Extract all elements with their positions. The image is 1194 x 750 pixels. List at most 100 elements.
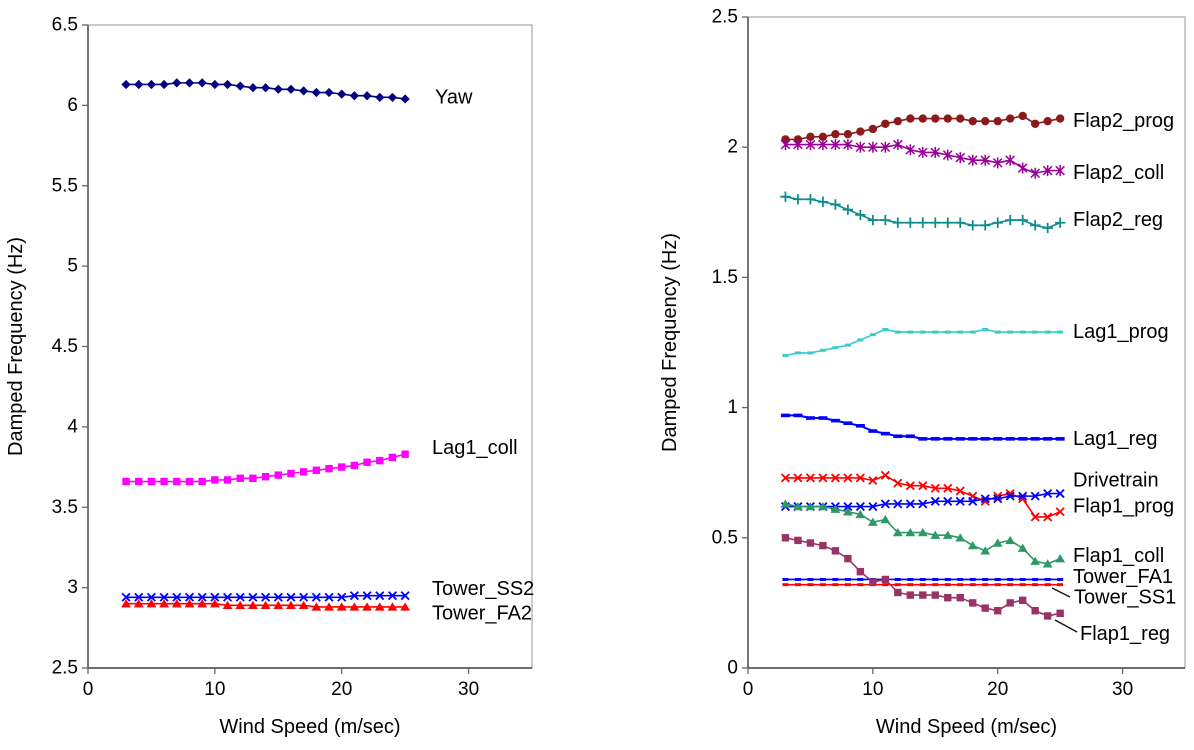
series-Tower_SS1-marker	[1007, 583, 1014, 587]
series-Drivetrain-marker	[1043, 512, 1053, 522]
series-Flap1_coll-marker	[892, 527, 903, 537]
series-Tower_FA2-marker	[374, 602, 385, 611]
series-Lag1_prog-marker	[957, 330, 964, 334]
series-Flap1_prog-marker	[918, 499, 928, 509]
series-line-Flap1_reg	[785, 537, 1061, 617]
series-Flap2_reg-marker	[867, 214, 879, 226]
series-Flap2_reg-marker	[1042, 222, 1053, 234]
series-Lag1_prog-marker	[919, 330, 926, 334]
series-Flap2_coll-marker	[967, 154, 978, 166]
series-Flap1_coll-marker	[1055, 554, 1066, 563]
series-Flap2_prog-marker	[1055, 114, 1065, 123]
series-Yaw-marker	[273, 84, 283, 94]
series-Flap1_prog-marker	[1055, 488, 1065, 499]
y-tick-label: 3.5	[52, 497, 78, 518]
series-Flap2_prog-marker	[1018, 111, 1027, 121]
left-chart-figure: 2.5 3 3.5 4 4.5 5 5.5 6 6.5 0 10 20 30 Damped Frequen…	[5, 15, 534, 739]
series-Flap2_coll-marker	[1005, 154, 1016, 166]
series-Yaw-marker	[172, 78, 182, 88]
series-Flap1_coll-marker	[1030, 556, 1041, 565]
series-Tower_FA2-marker	[133, 599, 144, 608]
left-damped-frequency-chart: 2.5 3 3.5 4 4.5 5 5.5 6 6.5 0 10 20 30 Damped Frequen…	[5, 15, 534, 739]
x-tick-label: 30	[458, 679, 479, 700]
x-tick-label: 20	[331, 679, 352, 700]
series-Flap2_coll-marker	[880, 141, 891, 153]
series-Flap2_prog-marker	[1043, 116, 1052, 126]
series-Tower_SS1-marker	[932, 583, 939, 587]
series-Flap2_reg-marker	[967, 220, 978, 231]
series-Flap2_reg-marker	[880, 214, 891, 226]
y-tick-label: 2	[727, 137, 738, 158]
series-Tower_SS2-marker	[172, 592, 182, 602]
series-Flap2_coll-marker	[980, 154, 991, 166]
series-Tower_FA2-marker	[362, 602, 372, 611]
series-Tower_SS1-marker	[919, 583, 926, 587]
series-Flap2_coll-marker	[892, 139, 903, 151]
series-Drivetrain-marker	[880, 470, 890, 480]
y-tick-label: 1	[727, 397, 738, 418]
y-tick-label: 2.5	[712, 7, 738, 28]
series-Tower_FA1-marker	[1019, 577, 1026, 581]
series-Tower_SS1-marker	[982, 583, 989, 587]
series-Flap2_coll-marker	[942, 149, 953, 161]
series-Lag1_prog-marker	[1032, 330, 1039, 334]
series-Tower_SS2-marker	[349, 591, 359, 601]
y-tick-label: 4	[67, 416, 78, 437]
series-Lag1_reg-marker	[818, 416, 828, 420]
series-Yaw-marker	[184, 78, 195, 88]
series-Lag1_prog-marker	[869, 333, 876, 337]
series-Lag1_prog-marker	[1057, 330, 1064, 334]
series-Flap2_coll-marker	[955, 152, 966, 164]
series-Tower_FA2-marker	[235, 600, 246, 610]
series-Flap1_prog-marker	[980, 494, 990, 504]
series-Yaw-marker	[337, 89, 347, 99]
series-Lag1_coll-marker	[261, 473, 270, 481]
series-Tower_FA1-marker	[844, 577, 851, 581]
series-Flap2_prog-marker	[993, 116, 1002, 126]
series-Tower_FA1-marker	[794, 577, 801, 581]
series-Tower_SS1-marker	[882, 583, 889, 587]
series-Tower_FA2-marker	[324, 602, 334, 611]
series-Flap1_prog-marker	[1018, 491, 1028, 501]
series-Yaw-marker	[349, 91, 359, 101]
plot-border	[87, 24, 533, 669]
series-Flap1_reg-marker	[794, 536, 802, 545]
series-Flap2_prog-marker	[1030, 119, 1040, 128]
series-Yaw-marker	[261, 83, 271, 93]
series-Lag1_prog-marker	[1044, 330, 1051, 334]
series-Flap1_reg-marker	[906, 591, 915, 599]
series-Flap2_prog-marker	[806, 132, 815, 141]
series-Flap2_reg-marker	[980, 220, 991, 231]
series-Lag1_coll-marker	[350, 461, 359, 470]
series-Flap2_coll-marker	[930, 146, 941, 158]
leader-line-Tower_SS1	[1051, 587, 1071, 598]
series-Flap1_prog-marker	[843, 502, 853, 512]
series-Flap1_prog-marker	[1030, 491, 1040, 501]
series-Flap1_prog-marker	[993, 494, 1003, 504]
series-Flap1_coll-marker	[905, 527, 916, 537]
series-Tower_SS2-marker	[235, 592, 245, 602]
series-Tower_SS2-marker	[248, 592, 258, 602]
x-axis-title: Wind Speed (m/sec)	[876, 716, 1057, 738]
series-Lag1_reg-marker	[880, 431, 890, 436]
series-Yaw-marker	[134, 79, 144, 90]
series-Lag1_prog-marker	[807, 351, 814, 355]
series-Flap1_coll-marker	[780, 499, 791, 508]
series-Tower_SS2-marker	[134, 592, 144, 602]
series-Tower_SS1-marker	[1057, 583, 1064, 587]
series-Drivetrain-marker	[905, 481, 915, 491]
series-Tower_FA1-marker	[1044, 577, 1051, 581]
series-Drivetrain-marker	[955, 486, 965, 496]
series-Lag1_prog-marker	[819, 348, 826, 352]
series-Lag1_reg-marker	[1043, 437, 1053, 441]
series-Flap2_prog-marker	[868, 124, 878, 134]
series-Flap2_reg-marker	[942, 217, 953, 228]
series-Tower_SS2-marker	[261, 592, 271, 602]
series-Lag1_reg-marker	[955, 437, 965, 441]
series-Lag1_reg-marker	[868, 429, 878, 433]
series-Flap2_prog-marker	[881, 119, 890, 128]
series-Tower_SS2-marker	[159, 592, 169, 602]
series-Yaw-marker	[235, 81, 245, 91]
series-Tower_FA2-marker	[298, 600, 309, 610]
series-Flap1_reg-marker	[931, 591, 939, 599]
